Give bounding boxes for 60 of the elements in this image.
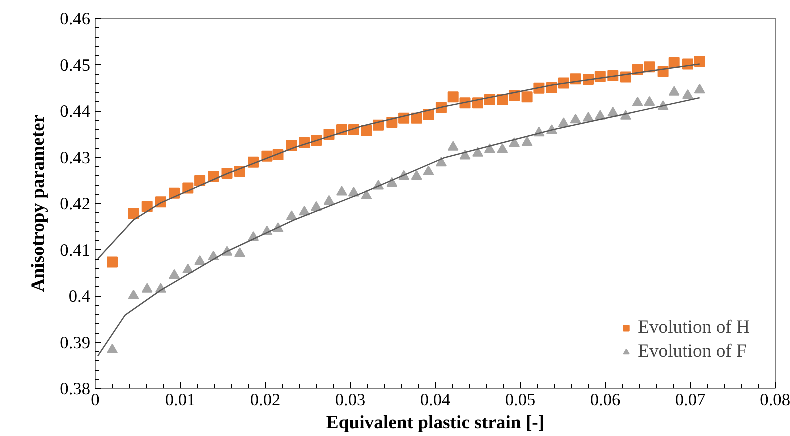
point [644, 96, 656, 106]
point [361, 190, 372, 200]
y-tick-label: 0.42 [60, 194, 91, 214]
point [448, 141, 459, 151]
point [497, 94, 508, 106]
point [682, 89, 694, 100]
point [583, 112, 594, 122]
y-tick-label: 0.45 [60, 56, 91, 75]
x-tick-label: 0.05 [505, 390, 536, 410]
point [522, 92, 533, 103]
y-axis-title: Anisotropy parameter [28, 114, 50, 292]
point [522, 136, 533, 146]
point [558, 118, 570, 128]
legend-label: Evolution of F [638, 341, 747, 363]
point [286, 210, 298, 220]
y-tick-label: 0.39 [60, 333, 91, 352]
x-tick-label: 0 [91, 390, 100, 410]
x-axis-title: Equivalent plastic strain [-] [326, 412, 545, 434]
point [423, 166, 434, 176]
point [107, 344, 118, 354]
point [169, 269, 180, 280]
point [668, 86, 680, 96]
point [436, 156, 447, 167]
point [497, 144, 508, 154]
point [411, 112, 422, 124]
point [194, 256, 206, 266]
x-tick-label: 0.03 [335, 390, 366, 410]
point [128, 208, 140, 220]
x-tick-label: 0.07 [675, 390, 706, 410]
point [694, 84, 706, 94]
point [336, 186, 348, 196]
y-tick-label: 0.43 [60, 148, 91, 168]
y-tick-label: 0.4 [68, 287, 91, 306]
x-tick-label: 0.04 [420, 390, 451, 410]
point [128, 290, 140, 300]
point [182, 264, 194, 274]
point [234, 248, 246, 258]
point [448, 92, 459, 103]
y-tick-label: 0.41 [60, 240, 91, 260]
point [668, 57, 680, 68]
point [142, 283, 153, 293]
y-tick-label: 0.44 [60, 102, 91, 121]
legend-label: Evolution of H [638, 317, 750, 339]
x-tick-label: 0.02 [250, 390, 281, 410]
y-tick-label: 0.46 [60, 10, 91, 28]
point [324, 195, 335, 206]
point [311, 201, 322, 212]
point [142, 201, 153, 212]
point [632, 96, 644, 107]
point [107, 256, 118, 268]
point [570, 114, 582, 124]
x-tick-label: 0.01 [165, 390, 196, 410]
point [411, 170, 422, 180]
x-tick-label: 0.06 [590, 390, 621, 410]
point [694, 56, 706, 68]
point [361, 125, 372, 136]
x-tick-label: 0.08 [760, 390, 790, 410]
point [194, 175, 206, 186]
y-tick-label: 0.38 [60, 380, 91, 398]
point [472, 147, 484, 157]
